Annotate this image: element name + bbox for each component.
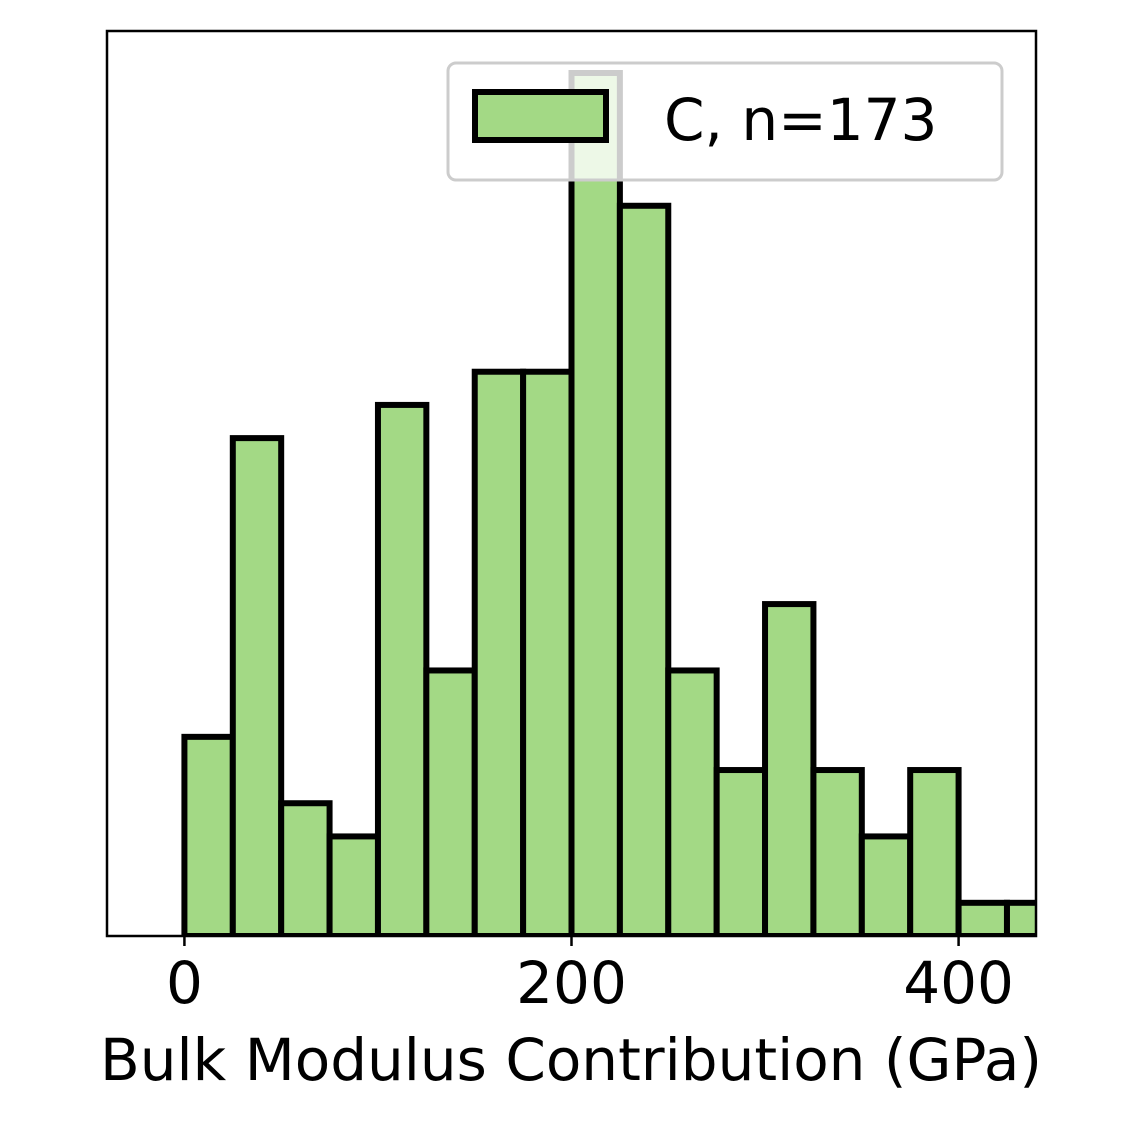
histogram-bar-1 bbox=[229, 435, 285, 936]
histogram-bar-0 bbox=[181, 733, 236, 936]
histogram-bar-10 bbox=[665, 667, 720, 936]
x-axis-label: Bulk Modulus Contribution (GPa) bbox=[100, 1026, 1042, 1094]
histogram-bar-7 bbox=[520, 368, 575, 936]
histogram-bar-14 bbox=[858, 833, 914, 936]
histogram-bar-5 bbox=[423, 667, 478, 936]
bars-group bbox=[181, 70, 1036, 936]
histogram-bar-16 bbox=[955, 899, 1010, 936]
x-tick-label-1: 200 bbox=[516, 949, 627, 1017]
histogram-bar-9 bbox=[616, 202, 672, 936]
x-tick-label-0: 0 bbox=[166, 949, 203, 1017]
histogram-bar-3 bbox=[326, 833, 381, 936]
histogram-bar-12 bbox=[762, 601, 817, 936]
histogram-bar-8 bbox=[568, 70, 623, 936]
histogram-bar-15 bbox=[907, 767, 962, 936]
histogram-bar-11 bbox=[713, 767, 769, 936]
x-axis-ticks: 0 200 400 bbox=[166, 936, 1014, 1017]
legend-swatch bbox=[472, 89, 609, 143]
histogram-bar-13 bbox=[810, 767, 865, 936]
histogram-bar-2 bbox=[278, 800, 333, 936]
histogram-bar-4 bbox=[374, 401, 430, 936]
legend-label: C, n=173 bbox=[664, 86, 937, 154]
legend: C, n=173 bbox=[446, 61, 1004, 182]
histogram-bar-6 bbox=[471, 368, 527, 936]
x-tick-label-2: 400 bbox=[903, 949, 1014, 1017]
